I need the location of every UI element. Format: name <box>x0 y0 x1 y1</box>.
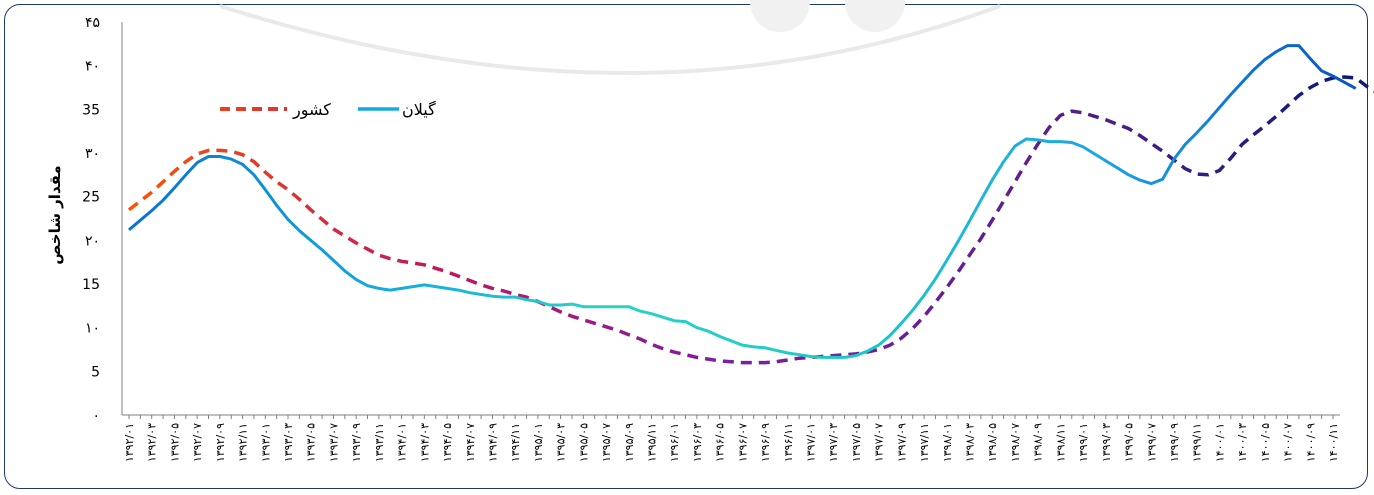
x-tick-label: ۱۴۰۰/۰۵ <box>1259 423 1272 462</box>
x-tick-label: ۱۳۹۸/۰۵ <box>986 423 999 462</box>
x-tick-label: ۱۳۹۹/۰۱ <box>1077 423 1090 462</box>
x-tick-label: ۱۳۹۸/۱۱ <box>1054 423 1067 462</box>
background-watermark <box>219 0 1001 75</box>
x-tick-label: ۱۳۹۴/۰۹ <box>486 423 499 462</box>
chart-frame <box>4 4 1368 489</box>
x-tick-label: ۱۳۹۵/۱۱ <box>645 423 658 462</box>
x-tick-label: ۱۳۹۸/۰۱ <box>941 423 954 462</box>
x-tick-label: ۱۳۹۴/۰۷ <box>464 423 477 462</box>
x-tick-label: ۱۳۹۶/۱۱ <box>782 423 795 462</box>
y-tick-label: ۲۰ <box>85 233 100 249</box>
x-tick-label: ۱۳۹۸/۰۷ <box>1009 423 1022 462</box>
legend-label-kishvar: کشور <box>292 100 331 120</box>
x-tick-label: ۱۳۹۵/۰۳ <box>555 423 568 462</box>
x-tick-label: ۱۳۹۷/۰۱ <box>805 423 818 462</box>
x-tick-label: ۱۳۹۶/۰۹ <box>759 423 772 462</box>
x-tick-label: ۱۳۹۲/۱۱ <box>237 423 250 462</box>
x-tick-label: ۱۳۹۹/۰۹ <box>1168 423 1181 462</box>
y-tick-label: ۴۰ <box>85 59 100 75</box>
x-tick-label: ۱۳۹۴/۰۵ <box>441 423 454 462</box>
x-tick-label: ۱۳۹۵/۰۹ <box>623 423 636 462</box>
series-line-kishvar <box>127 75 1374 365</box>
x-tick-label: ۱۳۹۷/۰۷ <box>873 423 886 462</box>
x-tick-label: ۱۳۹۷/۰۵ <box>850 423 863 462</box>
x-tick-label: ۱۳۹۴/۰۱ <box>396 423 409 462</box>
x-tick-label: ۱۳۹۲/۰۱ <box>123 423 136 462</box>
x-tick-label: ۱۳۹۳/۱۱ <box>373 423 386 462</box>
x-tick-label: ۱۳۹۵/۰۵ <box>577 423 590 462</box>
x-tick-label: ۱۳۹۲/۰۵ <box>168 423 181 462</box>
y-tick-label: 15 <box>82 277 100 293</box>
legend: کشور گیلان <box>220 100 436 120</box>
x-tick-label: ۱۴۰۰/۰۱ <box>1213 423 1226 462</box>
x-tick-label: ۱۳۹۶/۰۳ <box>691 423 704 462</box>
x-tick-label: ۱۳۹۸/۰۳ <box>964 423 977 462</box>
x-tick-label: ۱۳۹۳/۰۱ <box>259 423 272 462</box>
x-tick-label: ۱۳۹۲/۰۷ <box>191 423 204 462</box>
x-tick-label: ۱۳۹۲/۰۹ <box>214 423 227 462</box>
x-tick-label: ۱۳۹۵/۰۷ <box>600 423 613 462</box>
x-tick-label: ۱۳۹۹/۱۱ <box>1191 423 1204 462</box>
x-tick-label: ۱۳۹۳/۰۹ <box>350 423 363 462</box>
series-lines <box>127 44 1374 365</box>
chart-axes <box>121 22 1340 416</box>
y-tick-label: ۰ <box>92 408 100 424</box>
x-tick-label: ۱۳۹۹/۰۳ <box>1100 423 1113 462</box>
y-tick-label: 35 <box>82 102 100 118</box>
y-tick-label: 25 <box>82 190 100 206</box>
x-axis-ticks: ۱۳۹۲/۰۱ ۱۳۹۲/۰۳ ۱۳۹۲/۰۵ ۱۳۹۲/۰۷ ۱۳۹۲/۰۹ ۱۳۹۲/… <box>123 415 1340 462</box>
x-tick-label: ۱۳۹۷/۰۹ <box>895 423 908 462</box>
legend-label-gilan: گیلان <box>402 100 436 119</box>
x-tick-label: ۱۳۹۶/۰۵ <box>714 423 727 462</box>
x-tick-label: ۱۳۹۴/۱۱ <box>509 423 522 462</box>
x-tick-label: ۱۳۹۵/۰۱ <box>532 423 545 462</box>
y-axis-label: مقدار شاخص <box>46 165 64 264</box>
x-tick-label: ۱۴۰۰/۱۱ <box>1327 423 1340 462</box>
x-tick-label: ۱۳۹۸/۰۹ <box>1032 423 1045 462</box>
x-tick-label: ۱۳۹۳/۰۳ <box>282 423 295 462</box>
x-tick-label: ۱۴۰۰/۰۷ <box>1282 423 1295 462</box>
y-tick-label: ۱۰ <box>85 321 100 337</box>
x-tick-label: ۱۳۹۷/۱۱ <box>918 423 931 462</box>
x-tick-label: ۱۳۹۲/۰۳ <box>146 423 159 462</box>
x-tick-label: ۱۳۹۶/۰۷ <box>736 423 749 462</box>
x-tick-label: ۱۳۹۷/۰۳ <box>827 423 840 462</box>
y-tick-label: ۳۰ <box>85 146 100 162</box>
y-tick-label: ۴۵ <box>85 15 100 31</box>
x-tick-label: ۱۳۹۹/۰۵ <box>1123 423 1136 462</box>
x-tick-label: ۱۳۹۳/۰۷ <box>327 423 340 462</box>
x-tick-label: ۱۴۰۰/۰۳ <box>1236 423 1249 462</box>
series-line-gilan <box>128 44 1357 359</box>
x-tick-label: ۱۳۹۴/۰۳ <box>418 423 431 462</box>
x-tick-label: ۱۳۹۳/۰۵ <box>305 423 318 462</box>
x-tick-label: ۱۴۰۰/۰۹ <box>1304 423 1317 462</box>
x-tick-label: ۱۳۹۶/۰۱ <box>668 423 681 462</box>
y-axis-ticks: ۰ 5 ۱۰ 15 ۲۰ 25 ۳۰ 35 ۴۰ ۴۵ <box>82 15 100 424</box>
y-tick-label: 5 <box>91 364 100 380</box>
x-tick-label: ۱۳۹۹/۰۷ <box>1145 423 1158 462</box>
